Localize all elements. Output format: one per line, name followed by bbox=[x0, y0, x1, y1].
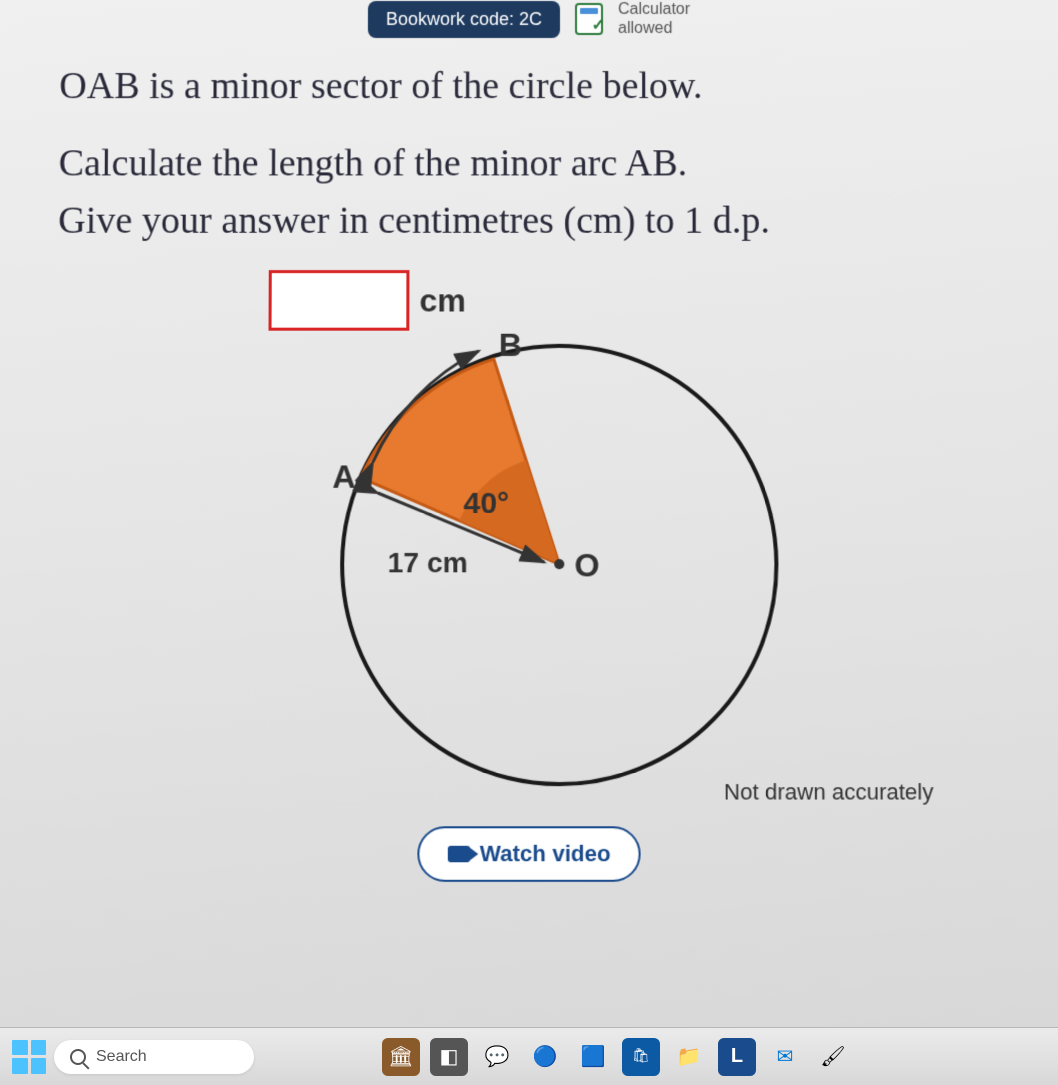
point-b-label: B bbox=[499, 327, 522, 363]
question-line-1: OAB is a minor sector of the circle belo… bbox=[59, 58, 999, 115]
calc-line2: allowed bbox=[618, 19, 690, 38]
question-panel: Bookwork code: 2C Calculator allowed OAB… bbox=[0, 0, 1058, 1027]
taskbar-icons: 🏛 ◧ 💬 🔵 🟦 🛍 📁 L ✉ 🖌 bbox=[382, 1038, 852, 1076]
task-view-icon[interactable]: ◧ bbox=[430, 1038, 468, 1076]
taskbar: Search 🏛 ◧ 💬 🔵 🟦 🛍 📁 L ✉ 🖌 bbox=[0, 1027, 1058, 1085]
start-button[interactable] bbox=[12, 1040, 46, 1074]
store-icon[interactable]: 🛍 bbox=[622, 1038, 660, 1076]
explorer-icon[interactable]: 📁 bbox=[670, 1038, 708, 1076]
search-placeholder: Search bbox=[96, 1048, 147, 1066]
mail-icon[interactable]: ✉ bbox=[766, 1038, 804, 1076]
watch-video-label: Watch video bbox=[480, 841, 611, 868]
calc-line1: Calculator bbox=[618, 0, 690, 19]
question-line-3: Give your answer in centimetres (cm) to … bbox=[58, 193, 1000, 250]
edge-icon[interactable]: 🔵 bbox=[526, 1038, 564, 1076]
paint-icon[interactable]: 🖌 bbox=[814, 1038, 852, 1076]
angle-label: 40° bbox=[463, 487, 509, 521]
search-box[interactable]: Search bbox=[54, 1040, 254, 1074]
point-a-label: A bbox=[332, 459, 355, 496]
chat-icon[interactable]: 💬 bbox=[478, 1038, 516, 1076]
question-text: OAB is a minor sector of the circle belo… bbox=[28, 58, 1030, 250]
calculator-allowed-text: Calculator allowed bbox=[618, 0, 690, 38]
watch-video-button[interactable]: Watch video bbox=[417, 827, 641, 883]
point-o-label: O bbox=[574, 547, 599, 584]
copilot-icon[interactable]: 🟦 bbox=[574, 1038, 612, 1076]
app-l-icon[interactable]: L bbox=[718, 1038, 756, 1076]
app-icon-1[interactable]: 🏛 bbox=[382, 1038, 420, 1076]
video-icon bbox=[447, 846, 469, 862]
header-row: Bookwork code: 2C Calculator allowed bbox=[30, 0, 1029, 38]
search-icon bbox=[70, 1049, 86, 1065]
question-line-2: Calculate the length of the minor arc AB… bbox=[58, 136, 999, 193]
bookwork-badge: Bookwork code: 2C bbox=[368, 1, 560, 38]
radius-label: 17 cm bbox=[388, 547, 468, 579]
sector-diagram: A B O 40° 17 cm bbox=[275, 311, 782, 821]
calculator-icon bbox=[575, 3, 603, 35]
center-point bbox=[554, 559, 564, 569]
